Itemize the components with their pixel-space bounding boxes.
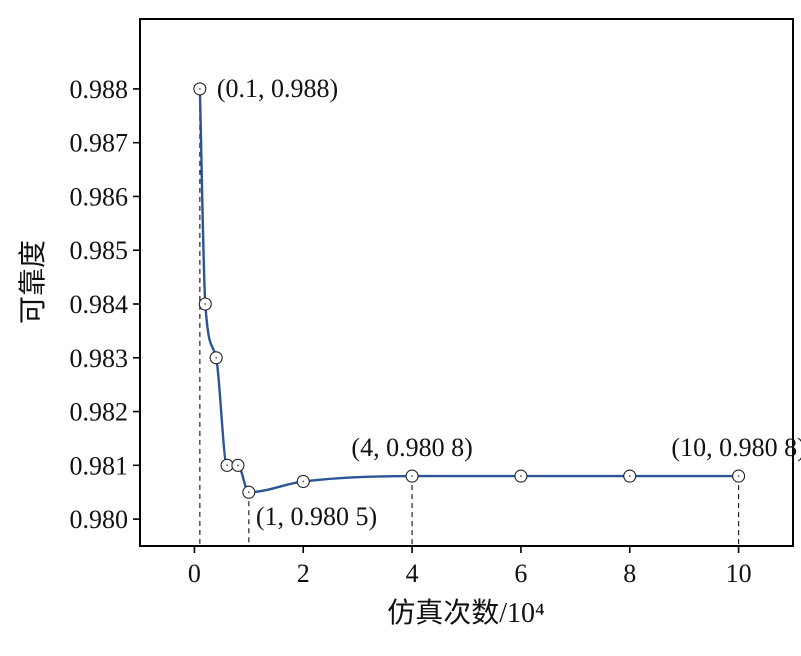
x-tick-label: 8 [623, 559, 636, 588]
y-tick-label: 0.985 [70, 236, 129, 265]
data-point-center [247, 491, 250, 494]
droplines [199, 88, 740, 546]
y-tick-label: 0.984 [70, 290, 129, 319]
data-point-center [411, 475, 413, 477]
data-point-center [226, 464, 228, 467]
annotation-label: (1, 0.980 5) [256, 502, 377, 531]
y-tick-label: 0.983 [70, 344, 129, 373]
x-tick-label: 4 [406, 559, 419, 588]
data-point-center [302, 480, 305, 483]
x-axis-label: 仿真次数/10⁴ [387, 597, 545, 629]
data-point-center [737, 475, 740, 477]
x-tick-label: 0 [188, 559, 201, 588]
data-point-center [520, 475, 522, 477]
y-axis-label: 可靠度 [17, 240, 49, 324]
annotation-label: (10, 0.980 8) [671, 433, 801, 462]
y-tick-label: 0.986 [70, 182, 129, 211]
series-line [198, 88, 739, 494]
y-tick-label: 0.980 [70, 505, 129, 534]
annotation-label: (4, 0.980 8) [351, 433, 472, 462]
annotations: (0.1, 0.988) (1, 0.980 5) (4, 0.980 8) (10,… [217, 74, 801, 531]
x-tick-label: 2 [297, 559, 310, 588]
data-point-center [204, 303, 207, 305]
series-markers [193, 82, 746, 499]
y-tick-label: 0.988 [70, 75, 129, 104]
plot-frame [139, 18, 794, 547]
y-tick-label: 0.987 [70, 129, 129, 158]
x-tick-label: 6 [514, 559, 527, 588]
y-tick-label: 0.981 [70, 451, 129, 480]
x-axis-ticks: 0 2 4 6 8 10 [188, 546, 752, 588]
data-point-center [215, 356, 218, 359]
x-tick-label: 10 [726, 559, 752, 588]
data-point-center [237, 464, 239, 467]
data-point-center [628, 475, 631, 477]
annotation-label: (0.1, 0.988) [217, 74, 338, 103]
data-point-center [198, 88, 201, 90]
y-tick-label: 0.982 [70, 398, 129, 427]
y-axis-ticks: 0.980 0.981 0.982 0.983 0.984 0.985 0.986 0.987… [70, 75, 140, 534]
